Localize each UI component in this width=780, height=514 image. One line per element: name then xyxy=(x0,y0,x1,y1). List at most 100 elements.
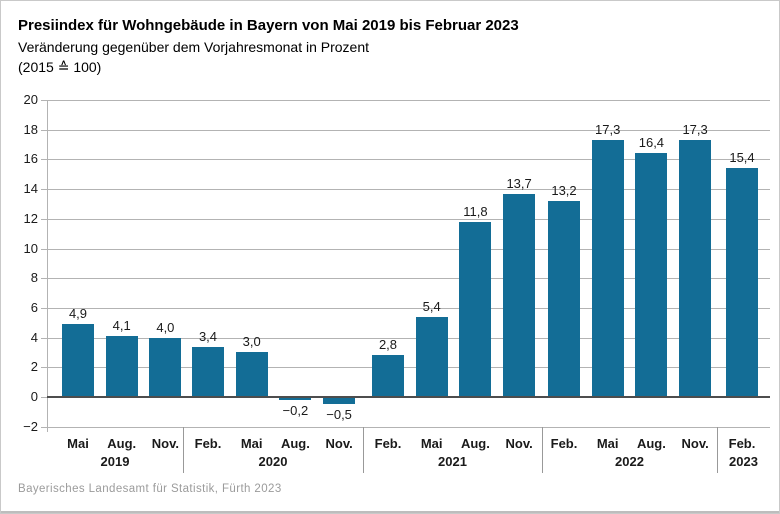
bar-value-label: 16,4 xyxy=(638,135,665,151)
y-axis-tick xyxy=(41,219,47,220)
bar-value-label: 2,8 xyxy=(378,337,398,353)
y-axis-tick xyxy=(41,338,47,339)
x-tick-label: Feb. xyxy=(194,436,222,451)
x-tick-label: Nov. xyxy=(681,436,709,451)
y-axis-tick xyxy=(41,427,47,428)
year-label: 2019 xyxy=(100,454,130,469)
year-separator xyxy=(183,427,184,473)
bar-value-label: 17,3 xyxy=(595,122,621,138)
x-tick-label: Nov. xyxy=(151,436,179,451)
x-tick-label: Aug. xyxy=(280,436,310,451)
x-tick-label: Feb. xyxy=(728,436,756,451)
chart-subtitle: Veränderung gegenüber dem Vorjahresmonat… xyxy=(18,39,370,55)
y-axis-tick xyxy=(41,397,47,398)
bar-value-label: 11,8 xyxy=(463,203,488,219)
x-tick-label: Mai xyxy=(67,436,89,451)
gridline xyxy=(47,249,770,250)
gridline xyxy=(47,427,770,428)
y-tick-label: 14 xyxy=(23,181,38,196)
bar-value-label: 17,3 xyxy=(682,122,708,138)
x-tick-label: Aug. xyxy=(107,436,137,451)
bar xyxy=(548,200,580,397)
bar-value-label: 4,1 xyxy=(112,318,131,334)
x-tick-label: Mai xyxy=(240,436,263,451)
bar xyxy=(62,324,94,397)
bar xyxy=(279,397,312,400)
bar xyxy=(105,336,138,397)
x-tick-label: Mai xyxy=(596,436,619,451)
y-tick-label: 10 xyxy=(23,241,38,256)
y-tick-label: 8 xyxy=(30,270,38,285)
bar xyxy=(503,193,536,397)
bar-value-label: 15,4 xyxy=(729,150,755,166)
x-tick-label: Mai xyxy=(420,436,443,451)
y-axis-line xyxy=(47,100,48,432)
bar xyxy=(149,337,182,397)
y-axis-tick xyxy=(41,130,47,131)
gridline xyxy=(47,219,770,220)
y-axis-tick xyxy=(41,189,47,190)
year-separator xyxy=(542,427,543,473)
x-tick-label: Aug. xyxy=(636,436,666,451)
bar-value-label: 13,7 xyxy=(506,175,532,191)
bar-value-label: 13,2 xyxy=(551,182,577,198)
year-separator xyxy=(363,427,364,473)
gridline xyxy=(47,278,770,279)
gridline xyxy=(47,130,770,131)
year-label: 2022 xyxy=(615,454,644,469)
y-tick-label: 12 xyxy=(23,211,38,226)
bar-value-label: −0,2 xyxy=(282,402,309,418)
y-tick-label: 20 xyxy=(23,92,38,107)
year-label: 2020 xyxy=(258,454,288,469)
chart-title: Presiindex für Wohngebäude in Bayern von… xyxy=(18,17,519,34)
gridline xyxy=(47,338,770,339)
bar xyxy=(372,355,404,397)
chart-header: Presiindex für Wohngebäude in Bayern von… xyxy=(18,15,519,77)
y-axis-tick xyxy=(41,100,47,101)
bar-value-label: 4,9 xyxy=(68,306,88,322)
gridline xyxy=(47,159,770,160)
chart-base-note: (2015 ≙ 100) xyxy=(18,59,102,75)
y-tick-label: 2 xyxy=(30,359,38,374)
y-axis-tick xyxy=(41,278,47,279)
gridline xyxy=(47,308,770,309)
source-note: Bayerisches Landesamt für Statistik, Für… xyxy=(18,483,282,495)
x-tick-label: Feb. xyxy=(550,436,578,451)
bar xyxy=(323,397,356,405)
y-axis-tick xyxy=(41,308,47,309)
bar-value-label: 3,4 xyxy=(198,328,218,344)
y-tick-label: 18 xyxy=(23,122,38,137)
bar xyxy=(635,153,668,397)
year-label: 2021 xyxy=(438,454,467,469)
bar xyxy=(192,346,224,397)
gridline xyxy=(47,367,770,368)
y-axis-tick xyxy=(41,367,47,368)
y-tick-label: 6 xyxy=(30,300,38,315)
bar xyxy=(679,140,712,397)
bar-value-label: 4,0 xyxy=(156,319,175,335)
x-tick-label: Aug. xyxy=(460,436,490,451)
bar-value-label: 3,0 xyxy=(242,334,261,350)
x-tick-label: Nov. xyxy=(505,436,533,451)
bar xyxy=(415,316,448,397)
x-tick-label: Nov. xyxy=(325,436,353,451)
bar xyxy=(459,221,492,397)
y-axis-tick xyxy=(41,159,47,160)
gridline xyxy=(47,100,770,101)
bar xyxy=(235,352,268,397)
bar-value-label: 5,4 xyxy=(422,298,441,314)
x-tick-label: Feb. xyxy=(374,436,402,451)
y-tick-label: 4 xyxy=(30,330,38,345)
bar-value-label: −0,5 xyxy=(326,407,352,423)
y-tick-label: 16 xyxy=(23,151,38,166)
year-separator xyxy=(717,427,718,473)
zero-baseline xyxy=(47,395,770,398)
y-tick-label: 0 xyxy=(30,389,38,404)
gridline xyxy=(47,189,770,190)
y-axis-tick xyxy=(41,249,47,250)
bar xyxy=(591,140,624,397)
bar xyxy=(726,168,758,397)
year-label: 2023 xyxy=(729,454,758,469)
